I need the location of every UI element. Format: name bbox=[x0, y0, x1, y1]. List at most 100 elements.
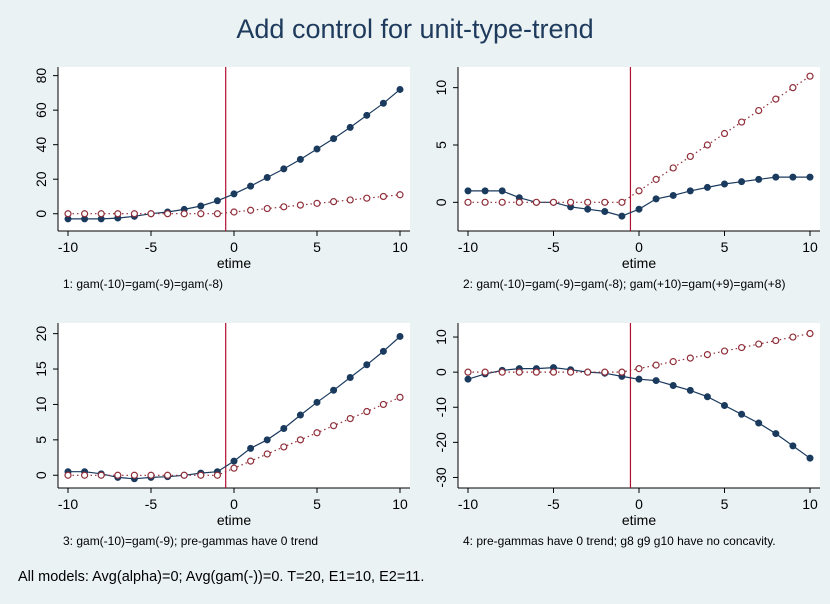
solid-series-point bbox=[738, 178, 746, 186]
solid-series-point bbox=[618, 212, 626, 220]
solid-series-point bbox=[738, 410, 746, 418]
x-tick-label: -10 bbox=[58, 239, 78, 255]
dotted-series-point bbox=[601, 368, 609, 376]
y-tick-label: 40 bbox=[33, 137, 49, 153]
dotted-series-point bbox=[532, 198, 541, 206]
y-tick-label: 10 bbox=[433, 329, 449, 345]
x-tick-label: -5 bbox=[145, 239, 158, 255]
panel-1: 0 20 40 60 80 -10 -5 0 5 10 etime 1: gam(-10)=gam(-… bbox=[33, 67, 410, 291]
x-tick-label: -10 bbox=[58, 496, 78, 512]
dotted-series-point bbox=[515, 198, 523, 206]
solid-series-point bbox=[686, 386, 694, 394]
solid-series-point bbox=[464, 187, 472, 195]
x-tick-label: 10 bbox=[392, 496, 408, 512]
dotted-series-point bbox=[147, 210, 155, 218]
dotted-series-point bbox=[481, 368, 489, 376]
x-tick-label: -5 bbox=[547, 496, 560, 512]
dotted-series-point bbox=[197, 471, 205, 479]
dotted-series-point bbox=[130, 471, 138, 479]
dotted-series-point bbox=[481, 198, 489, 206]
solid-series-point bbox=[652, 195, 660, 203]
solid-series-point bbox=[197, 202, 205, 210]
solid-series-point bbox=[379, 347, 387, 355]
dotted-series-point bbox=[755, 106, 763, 115]
solid-series-point bbox=[652, 377, 660, 385]
solid-series-point bbox=[669, 191, 677, 199]
dotted-series-point bbox=[280, 203, 288, 211]
page-title: Add control for unit-type-trend bbox=[236, 14, 594, 44]
dotted-series-point bbox=[464, 198, 472, 206]
solid-series-point bbox=[213, 197, 221, 205]
dotted-series-point bbox=[772, 95, 780, 103]
dotted-series-point bbox=[584, 368, 592, 376]
dotted-series-point bbox=[669, 358, 677, 366]
dotted-series-point bbox=[164, 471, 172, 479]
solid-series-point bbox=[635, 375, 643, 383]
panel-3: 0 5 10 15 20 -10 -5 0 5 10 etime 3: gam(-10)=gam(-9… bbox=[33, 323, 410, 548]
solid-series-point bbox=[296, 411, 304, 419]
dotted-series-point bbox=[515, 368, 523, 376]
dotted-series-point bbox=[313, 199, 321, 207]
dotted-series-point bbox=[806, 329, 814, 338]
x-axis-label: etime bbox=[622, 255, 656, 271]
solid-series-point bbox=[806, 173, 814, 181]
dotted-series-point bbox=[669, 164, 677, 172]
solid-series-point bbox=[772, 173, 780, 181]
y-tick-label: 0 bbox=[33, 210, 49, 218]
solid-series-point bbox=[280, 425, 288, 433]
dotted-series-point bbox=[197, 210, 205, 218]
solid-series-point bbox=[263, 173, 271, 181]
solid-series-point bbox=[313, 145, 321, 153]
dotted-series-point bbox=[755, 340, 763, 348]
dotted-series-point bbox=[213, 471, 221, 479]
solid-series-point bbox=[330, 135, 338, 143]
dotted-series-point bbox=[363, 407, 371, 416]
solid-series-point bbox=[601, 208, 609, 216]
y-tick-label: 20 bbox=[33, 326, 49, 342]
dotted-series-point bbox=[737, 343, 746, 352]
solid-series-point bbox=[363, 111, 371, 119]
dotted-series-point bbox=[213, 210, 221, 218]
x-tick-label: 0 bbox=[635, 239, 643, 255]
solid-series-point bbox=[721, 402, 728, 409]
solid-series-point bbox=[721, 180, 728, 188]
solid-series-point bbox=[703, 393, 711, 401]
plot-area bbox=[458, 323, 820, 488]
x-tick-label: 10 bbox=[802, 239, 818, 255]
solid-series-point bbox=[247, 444, 255, 452]
x-axis-label: etime bbox=[217, 255, 251, 271]
solid-series-point bbox=[363, 361, 371, 369]
solid-series-point bbox=[330, 386, 338, 394]
dotted-series-point bbox=[230, 464, 238, 472]
solid-series-point bbox=[396, 332, 404, 340]
dotted-series-point bbox=[164, 210, 172, 218]
dotted-series-point bbox=[147, 471, 155, 479]
dotted-series-point bbox=[464, 368, 472, 376]
dotted-series-point bbox=[280, 443, 288, 451]
dotted-series-point bbox=[635, 187, 643, 195]
dotted-series-point bbox=[720, 347, 729, 355]
dotted-series-point bbox=[772, 336, 780, 345]
dotted-series-point bbox=[130, 210, 138, 218]
dotted-series-point bbox=[64, 471, 72, 479]
dotted-series-point bbox=[806, 72, 814, 80]
solid-series-point bbox=[789, 173, 797, 181]
x-tick-label: -10 bbox=[458, 239, 478, 255]
x-axis-label: etime bbox=[217, 512, 251, 528]
solid-series-point bbox=[230, 190, 238, 198]
solid-series-point bbox=[806, 454, 814, 462]
x-tick-label: 5 bbox=[721, 239, 729, 255]
y-tick-label: -20 bbox=[433, 432, 449, 452]
dotted-series-line bbox=[468, 75, 811, 203]
dotted-series-point bbox=[64, 210, 72, 218]
dotted-series-point bbox=[686, 152, 694, 161]
dotted-series-point bbox=[652, 361, 660, 369]
solid-series-point bbox=[789, 442, 797, 450]
solid-series-point bbox=[703, 183, 711, 191]
y-tick-label: -10 bbox=[433, 397, 449, 417]
panel-caption: 4: pre-gammas have 0 trend; g8 g9 g10 ha… bbox=[463, 534, 776, 548]
x-tick-label: 0 bbox=[230, 496, 238, 512]
dotted-series-point bbox=[720, 129, 729, 138]
dotted-series-point bbox=[379, 192, 387, 201]
